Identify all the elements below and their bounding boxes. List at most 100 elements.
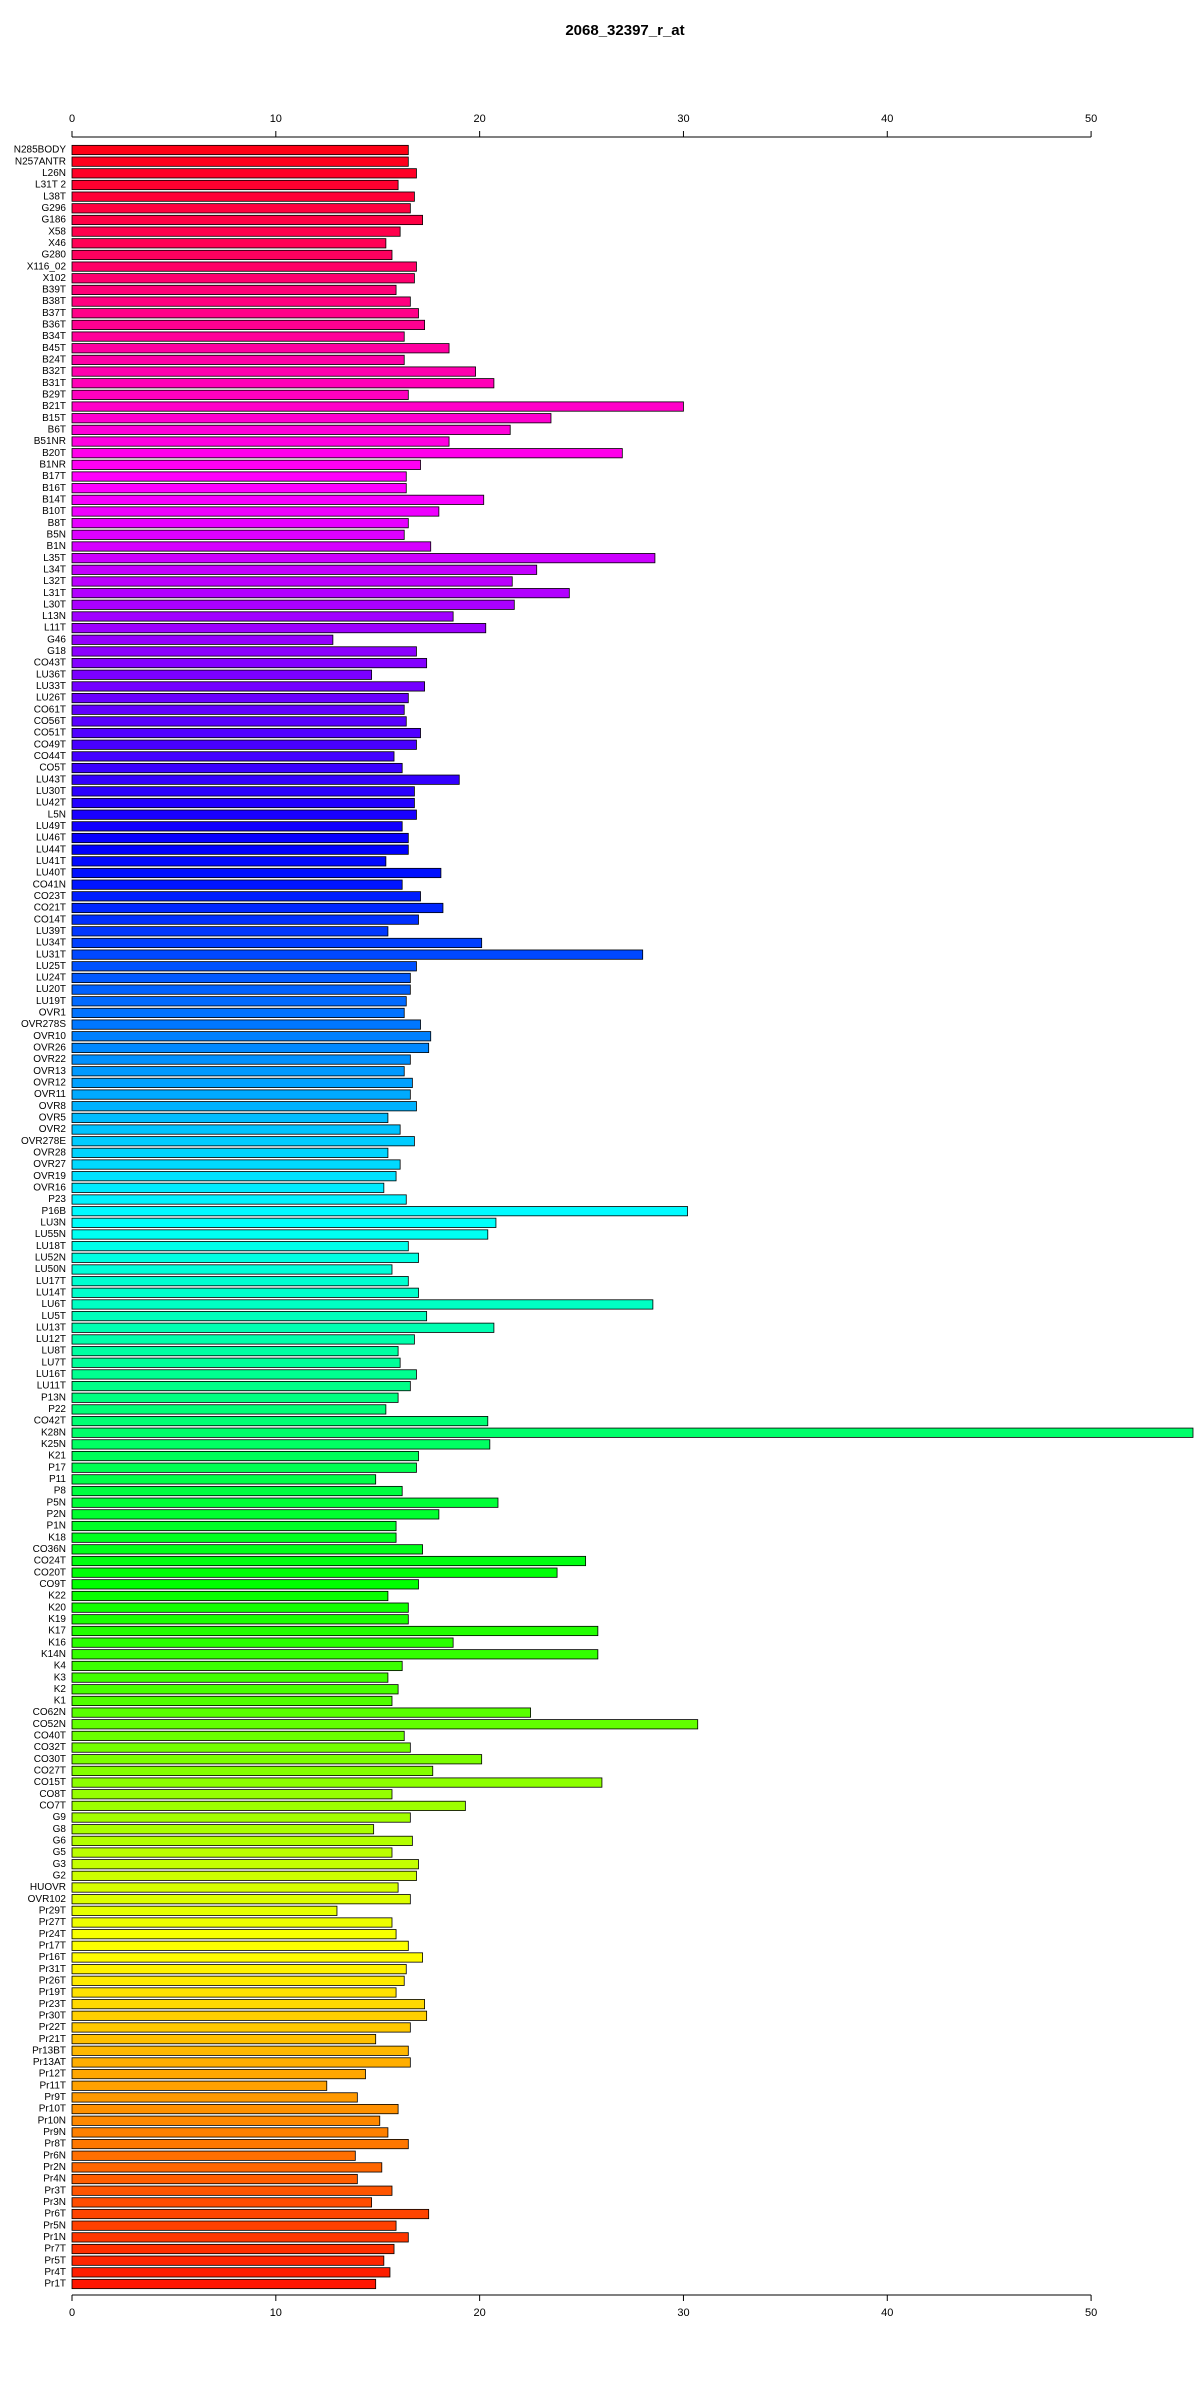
y-tick-label: P8 xyxy=(54,1486,67,1497)
bar xyxy=(71,2255,385,2266)
y-tick-label: K14N xyxy=(41,1649,66,1660)
bar xyxy=(71,2278,377,2290)
y-tick-label: P23 xyxy=(48,1194,66,1205)
y-tick-label: LU34T xyxy=(36,938,66,949)
bar xyxy=(71,214,423,226)
y-tick-label: CO14T xyxy=(34,914,66,925)
bar xyxy=(71,2034,377,2045)
y-tick-label: CO41N xyxy=(33,879,66,890)
y-tick-label: LU8T xyxy=(42,1346,66,1357)
y-tick-label: G6 xyxy=(53,1836,67,1847)
y-tick-label: LU41T xyxy=(36,856,66,867)
bar xyxy=(71,1334,415,1345)
bar xyxy=(71,1614,409,1625)
bar xyxy=(71,494,485,505)
bar xyxy=(71,2127,389,2138)
bar xyxy=(71,972,411,984)
bar xyxy=(71,518,409,529)
y-tick-label: B8T xyxy=(48,518,66,529)
bar xyxy=(71,669,373,680)
y-tick-label: LU36T xyxy=(36,669,66,680)
y-tick-label: K1 xyxy=(54,1696,67,1707)
y-tick-label: X46 xyxy=(48,238,66,249)
y-tick-label: B20T xyxy=(42,448,66,459)
y-tick-label: B6T xyxy=(48,425,66,436)
bar xyxy=(71,949,644,960)
y-tick-label: LU16T xyxy=(36,1369,66,1380)
bar xyxy=(71,1590,389,1602)
y-tick-label: B24T xyxy=(42,355,66,366)
bar xyxy=(71,727,421,739)
bar xyxy=(71,658,428,669)
bar xyxy=(71,1019,421,1030)
y-tick-label: Pr12T xyxy=(39,2069,66,2080)
x-tick-label: 50 xyxy=(1085,2307,1097,2319)
bar xyxy=(71,1124,401,1135)
bar xyxy=(71,856,387,867)
bar xyxy=(71,1730,405,1741)
bar xyxy=(71,1707,531,1718)
bar xyxy=(71,1660,403,1672)
bar xyxy=(71,1719,699,1730)
y-tick-label: LU44T xyxy=(36,844,66,855)
y-tick-label: L31T 2 xyxy=(35,180,66,191)
y-tick-label: CO5T xyxy=(39,763,66,774)
y-tick-label: LU3N xyxy=(40,1217,66,1228)
y-tick-label: B1NR xyxy=(39,459,66,470)
bar xyxy=(71,2232,409,2243)
y-tick-label: N257ANTR xyxy=(15,156,66,167)
y-tick-label: P2N xyxy=(47,1509,66,1520)
bar xyxy=(71,1894,411,1905)
y-tick-label: LU49T xyxy=(36,821,66,832)
bar xyxy=(71,389,409,400)
y-tick-label: B51NR xyxy=(34,436,66,447)
y-tick-label: Pr13BT xyxy=(32,2045,66,2056)
y-tick-label: Pr17T xyxy=(39,1940,66,1951)
y-tick-label: LU43T xyxy=(36,774,66,785)
bar xyxy=(71,646,417,657)
y-tick-label: LU11T xyxy=(37,1381,66,1392)
bar xyxy=(71,1625,599,1637)
y-tick-label: G2 xyxy=(53,1870,67,1881)
y-tick-label: B34T xyxy=(42,331,66,342)
bar xyxy=(71,1474,377,1485)
bar xyxy=(71,1346,399,1357)
y-tick-label: K19 xyxy=(48,1614,66,1625)
y-tick-label: CO8T xyxy=(39,1789,66,1800)
y-tick-label: B10T xyxy=(42,506,66,517)
y-tick-label: Pr3N xyxy=(43,2197,66,2208)
bar xyxy=(71,1101,417,1112)
bar xyxy=(71,1882,399,1893)
x-tick-label: 40 xyxy=(881,2307,893,2319)
x-tick-label: 40 xyxy=(881,113,893,125)
x-tick-label: 20 xyxy=(474,2307,486,2319)
y-tick-label: Pr8T xyxy=(44,2139,66,2150)
y-tick-label: OVR12 xyxy=(33,1078,66,1089)
bar xyxy=(71,2057,411,2068)
bar xyxy=(71,1439,491,1450)
y-tick-label: LU20T xyxy=(36,984,66,995)
y-tick-label: LU26T xyxy=(36,693,66,704)
y-tick-label: K25N xyxy=(41,1439,66,1450)
bar xyxy=(71,529,405,540)
y-tick-label: G186 xyxy=(42,215,67,226)
y-tick-label: Pr7T xyxy=(44,2244,66,2255)
y-tick-label: CO62N xyxy=(33,1707,66,1718)
bar xyxy=(71,926,389,937)
y-tick-label: L26N xyxy=(42,168,66,179)
bar xyxy=(71,2115,381,2126)
y-tick-label: K2 xyxy=(54,1684,67,1695)
bar xyxy=(71,1077,413,1088)
bar xyxy=(71,308,419,319)
bar xyxy=(71,2092,358,2103)
y-tick-label: P16B xyxy=(42,1206,67,1217)
bar xyxy=(71,168,417,179)
y-tick-label: LU55N xyxy=(35,1229,66,1240)
bar xyxy=(71,1789,393,1800)
bar xyxy=(71,564,538,575)
y-tick-label: G8 xyxy=(53,1824,67,1835)
bar xyxy=(71,1322,495,1333)
bar xyxy=(71,1637,454,1648)
bar xyxy=(71,378,495,389)
bar xyxy=(71,459,421,470)
